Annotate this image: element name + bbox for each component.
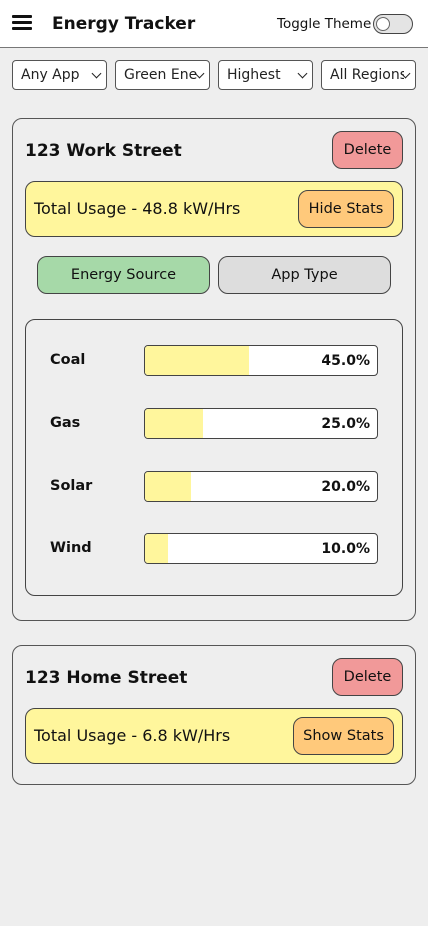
total-usage-text: Total Usage - 6.8 kW/Hrs [34, 726, 231, 745]
progress-fill [145, 346, 250, 375]
stat-row-solar: Solar 20.0% [26, 470, 402, 502]
energy-filter-select[interactable]: Green Energy [115, 60, 210, 90]
progress-bar: 25.0% [144, 408, 378, 439]
sort-filter-select[interactable]: Highest [218, 60, 313, 90]
location-name: 123 Home Street [25, 668, 188, 688]
hamburger-menu-icon[interactable] [12, 14, 32, 32]
stat-label: Gas [50, 415, 81, 431]
progress-value: 20.0% [321, 479, 370, 495]
delete-button[interactable]: Delete [332, 658, 403, 696]
app-title: Energy Tracker [52, 14, 196, 34]
energy-filter-value: Green Energy [124, 67, 198, 83]
toggle-knob [376, 17, 390, 31]
total-usage-text: Total Usage - 48.8 kW/Hrs [34, 199, 241, 218]
region-filter-value: All Regions [330, 67, 404, 83]
region-filter-select[interactable]: All Regions [321, 60, 416, 90]
theme-toggle-label: Toggle Theme [277, 16, 372, 32]
location-name: 123 Work Street [25, 141, 182, 161]
show-stats-button[interactable]: Show Stats [293, 717, 394, 755]
progress-fill [145, 472, 192, 501]
progress-fill [145, 534, 169, 563]
tab-energy-source[interactable]: Energy Source [37, 256, 210, 294]
progress-fill [145, 409, 203, 438]
stat-row-gas: Gas 25.0% [26, 407, 402, 439]
theme-toggle-switch[interactable] [373, 14, 413, 34]
stat-row-wind: Wind 10.0% [26, 532, 402, 564]
tab-app-type[interactable]: App Type [218, 256, 391, 294]
stat-label: Coal [50, 352, 86, 368]
usage-summary: Total Usage - 6.8 kW/Hrs Show Stats [25, 708, 403, 764]
progress-bar: 45.0% [144, 345, 378, 376]
progress-value: 10.0% [321, 541, 370, 557]
progress-bar: 10.0% [144, 533, 378, 564]
stat-label: Wind [50, 540, 92, 556]
app-filter-select[interactable]: Any App [12, 60, 107, 90]
top-bar: Energy Tracker Toggle Theme [0, 0, 428, 48]
location-card: 123 Work Street Delete Total Usage - 48.… [12, 118, 416, 621]
stat-label: Solar [50, 478, 93, 494]
location-card: 123 Home Street Delete Total Usage - 6.8… [12, 645, 416, 785]
progress-value: 45.0% [321, 353, 370, 369]
energy-source-stats: Coal 45.0% Gas 25.0% Solar 20.0% Wind [25, 319, 403, 596]
hide-stats-button[interactable]: Hide Stats [298, 190, 394, 228]
progress-bar: 20.0% [144, 471, 378, 502]
usage-summary: Total Usage - 48.8 kW/Hrs Hide Stats [25, 181, 403, 237]
progress-value: 25.0% [321, 416, 370, 432]
stat-row-coal: Coal 45.0% [26, 344, 402, 376]
delete-button[interactable]: Delete [332, 131, 403, 169]
app-filter-value: Any App [21, 67, 80, 83]
sort-filter-value: Highest [227, 67, 281, 83]
